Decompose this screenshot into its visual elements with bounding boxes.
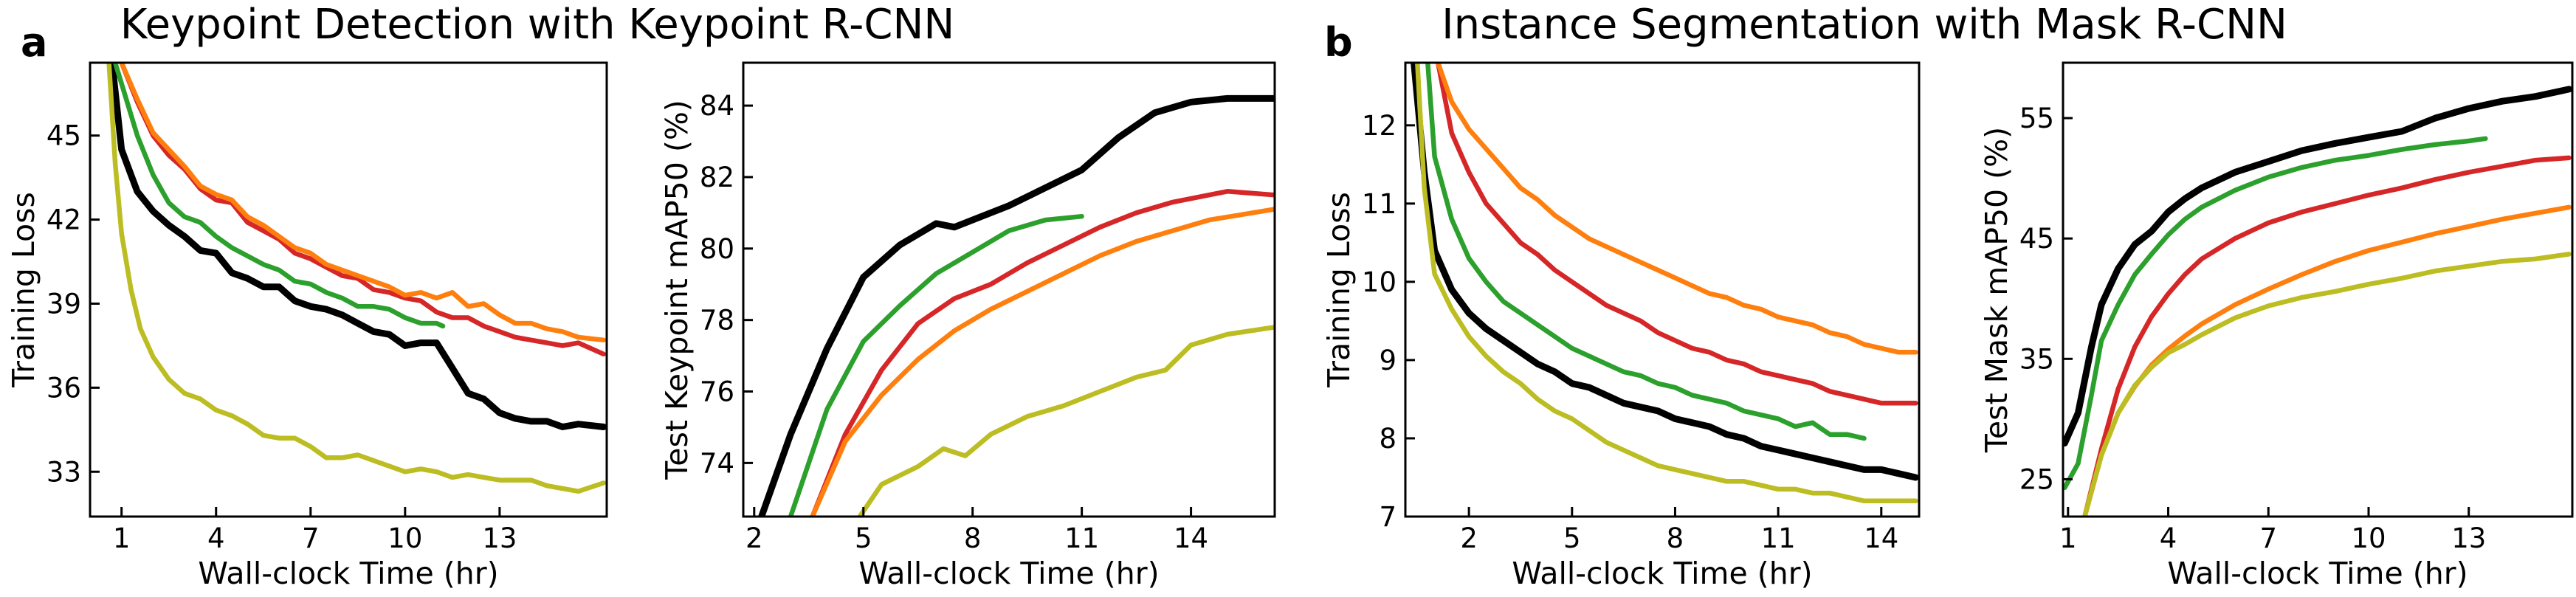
- keypoint-map-xlabel: Wall-clock Time (hr): [858, 556, 1159, 591]
- mask-loss-series-red: [1438, 63, 1915, 403]
- mask-loss-series-orange: [1438, 63, 1915, 352]
- keypoint-loss-xlabel: Wall-clock Time (hr): [198, 556, 498, 591]
- mask-loss-xtick-label: 14: [1864, 522, 1898, 554]
- keypoint-map-ytick-label: 84: [700, 90, 734, 122]
- mask-loss-ytick-label: 10: [1362, 266, 1397, 298]
- mask-loss-xtick-label: 8: [1667, 522, 1684, 554]
- keypoint-loss-xtick-label: 13: [482, 522, 517, 554]
- keypoint-loss-frame: [90, 63, 607, 517]
- keypoint-map-xtick-label: 8: [964, 522, 982, 554]
- mask-loss-xtick-label: 11: [1761, 522, 1796, 554]
- keypoint-map-ylabel: Test Keypoint mAP50 (%): [659, 100, 695, 480]
- keypoint-loss-xtick-label: 10: [388, 522, 422, 554]
- keypoint-map-series-red: [813, 191, 1275, 517]
- keypoint-loss-series-red: [122, 63, 604, 354]
- mask-loss-xtick-label: 2: [1460, 522, 1478, 554]
- keypoint-loss-ylabel: Training Loss: [6, 192, 41, 388]
- keypoint-map-ytick-label: 74: [700, 447, 734, 479]
- mask-map-series-group: [2064, 89, 2569, 517]
- mask-map-xtick-label: 7: [2259, 522, 2277, 554]
- mask-map-chart: 1 4 7 10 13 25 35 45 55 Wall-clock Time (hr) Test …: [1979, 63, 2572, 591]
- mask-loss-xlabel: Wall-clock Time (hr): [1512, 556, 1812, 591]
- keypoint-loss-chart: 1 4 7 10 13 33 36 39 42 45 Wall-clock Time (hr) Tra…: [6, 63, 607, 591]
- mask-loss-series-black: [1414, 63, 1916, 477]
- keypoint-loss-ytick-label: 36: [47, 372, 81, 404]
- keypoint-map-xtick-label: 14: [1174, 522, 1208, 554]
- keypoint-map-xtick-label: 5: [855, 522, 872, 554]
- keypoint-map-ytick-label: 80: [700, 233, 734, 265]
- keypoint-map-ytick-label: 78: [700, 305, 734, 337]
- mask-map-series-red: [2084, 158, 2569, 517]
- panel-letter-b: b: [1324, 19, 1353, 66]
- mask-map-series-green: [2064, 139, 2485, 488]
- mask-map-xtick-label: 10: [2351, 522, 2386, 554]
- mask-loss-chart: 2 5 8 11 14 7 8 9 10 11 12 Wall-clock Time (hr) Trai…: [1321, 63, 1919, 591]
- keypoint-loss-xtick-label: 4: [207, 522, 225, 554]
- mask-map-ytick-label: 35: [2019, 343, 2054, 375]
- mask-loss-ytick-label: 7: [1379, 501, 1397, 533]
- panel-title-b: Instance Segmentation with Mask R-CNN: [1442, 1, 2287, 49]
- mask-map-xtick-label: 13: [2451, 522, 2486, 554]
- mask-loss-ytick-label: 9: [1379, 345, 1397, 376]
- panel-title-a: Keypoint Detection with Keypoint R-CNN: [120, 1, 954, 49]
- mask-loss-ytick-label: 11: [1362, 188, 1397, 220]
- keypoint-map-ytick-label: 82: [700, 162, 734, 193]
- mask-map-frame: [2063, 63, 2572, 517]
- keypoint-loss-series-group: [109, 63, 604, 491]
- keypoint-map-ytick-label: 76: [700, 376, 734, 408]
- panel-letter-a: a: [21, 19, 47, 66]
- mask-map-xlabel: Wall-clock Time (hr): [2167, 556, 2467, 591]
- figure: a Keypoint Detection with Keypoint R-CNN…: [0, 0, 2576, 597]
- keypoint-loss-series-orange: [122, 63, 604, 340]
- mask-loss-ytick-label: 12: [1362, 110, 1397, 142]
- keypoint-map-series-group: [762, 98, 1275, 517]
- mask-map-ytick-label: 55: [2019, 103, 2054, 134]
- keypoint-loss-series-black: [112, 63, 604, 427]
- keypoint-loss-xtick-label: 1: [113, 522, 131, 554]
- keypoint-map-frame: [743, 63, 1275, 517]
- mask-map-ylabel: Test Mask mAP50 (%): [1979, 127, 2014, 453]
- mask-loss-ytick-label: 8: [1379, 423, 1397, 455]
- keypoint-loss-ytick-label: 45: [47, 120, 81, 152]
- keypoint-map-xtick-label: 2: [745, 522, 763, 554]
- mask-map-series-yellow: [2084, 254, 2569, 517]
- keypoint-map-xtick-label: 11: [1064, 522, 1099, 554]
- keypoint-loss-ytick-label: 39: [47, 288, 81, 320]
- keypoint-loss-xtick-label: 7: [302, 522, 320, 554]
- mask-map-xtick-label: 4: [2160, 522, 2177, 554]
- mask-loss-xtick-label: 5: [1563, 522, 1581, 554]
- mask-loss-ylabel: Training Loss: [1321, 192, 1357, 388]
- mask-loss-frame: [1405, 63, 1919, 517]
- keypoint-loss-ytick-label: 33: [47, 456, 81, 488]
- mask-map-ytick-label: 25: [2019, 463, 2054, 495]
- keypoint-loss-ytick-label: 42: [47, 204, 81, 236]
- mask-map-xtick-label: 1: [2059, 522, 2077, 554]
- mask-map-ytick-label: 45: [2019, 223, 2054, 255]
- mask-loss-series-group: [1414, 63, 1916, 501]
- keypoint-map-chart: 2 5 8 11 14 74 76 78 80 82 84 Wall-clock Time (hr) T…: [659, 63, 1275, 591]
